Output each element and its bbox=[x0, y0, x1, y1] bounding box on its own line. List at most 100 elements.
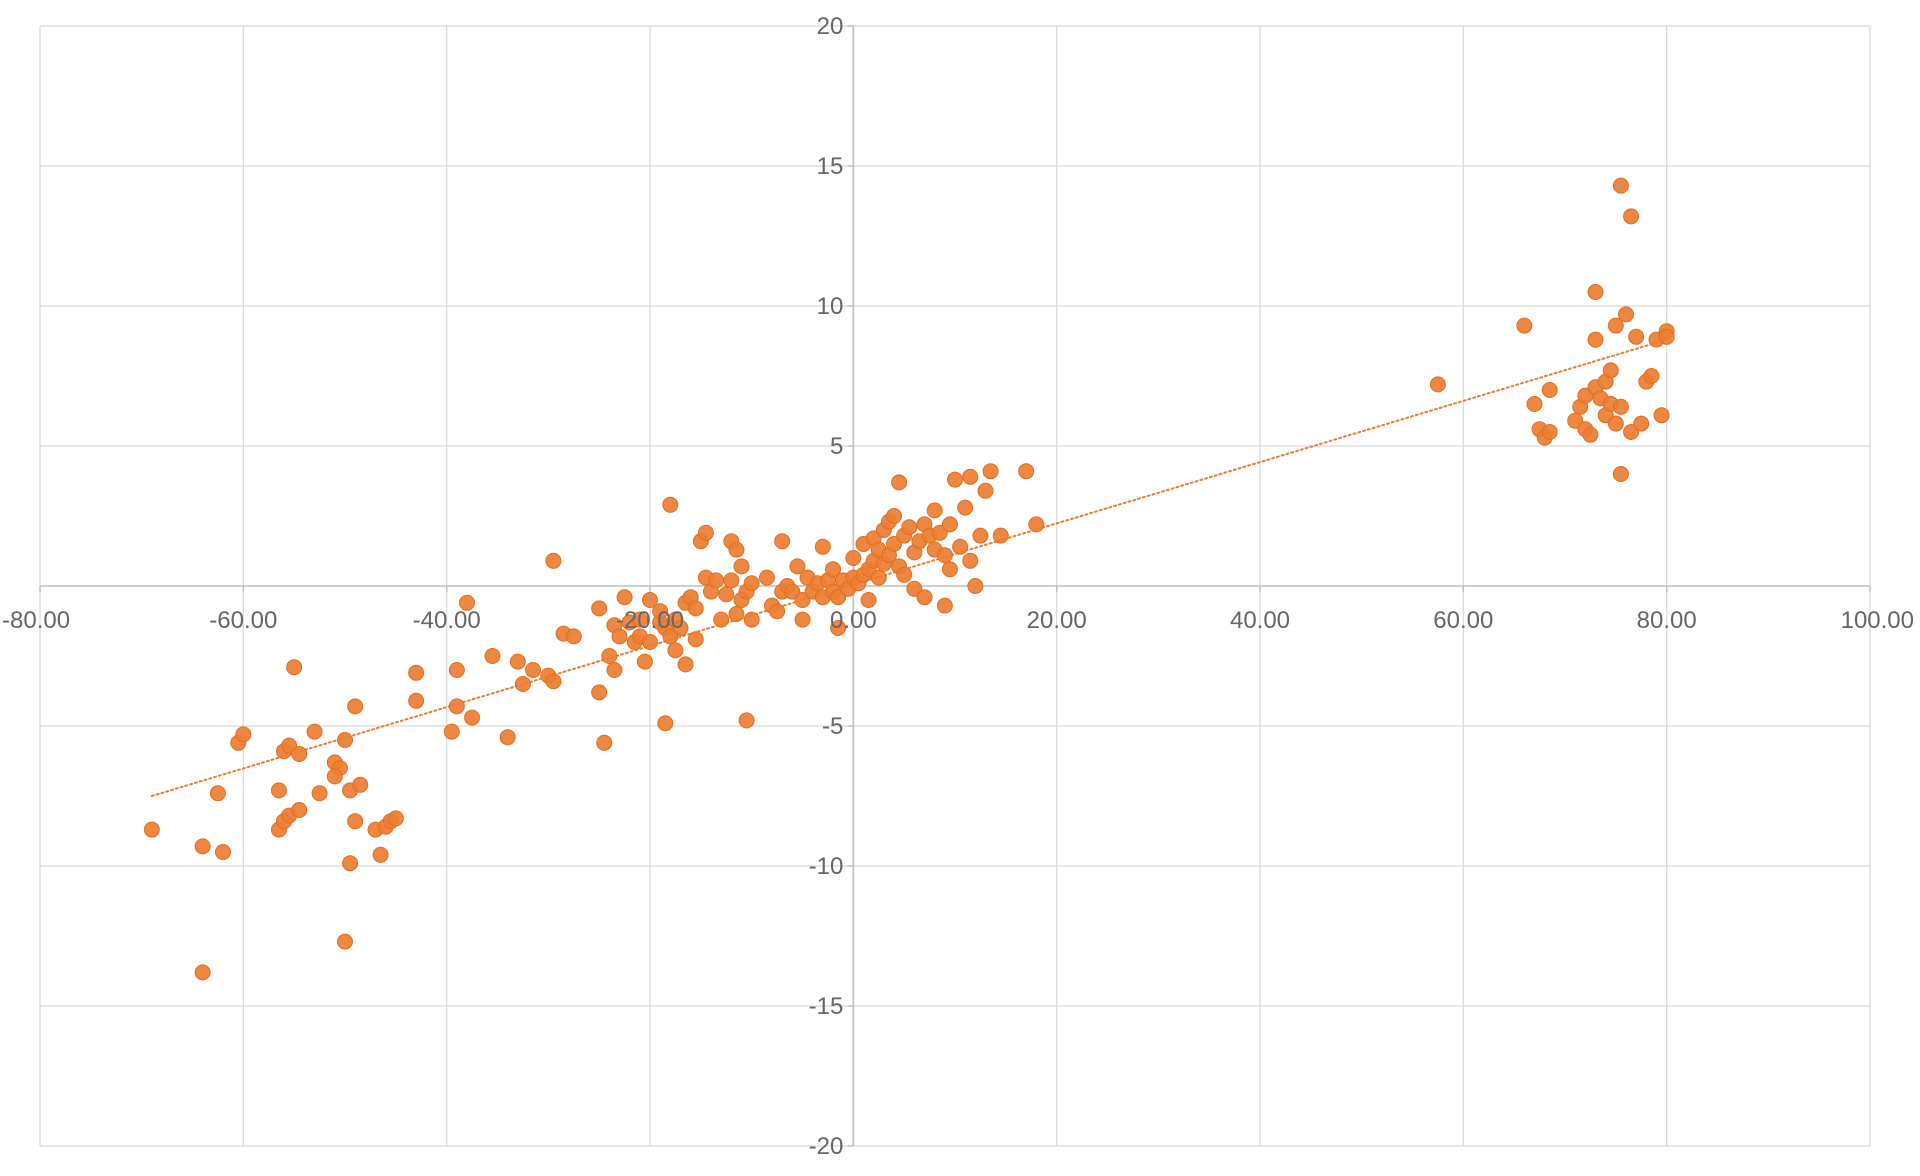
data-point bbox=[982, 463, 999, 480]
data-point bbox=[306, 723, 323, 740]
data-point bbox=[1541, 424, 1558, 440]
data-point bbox=[372, 846, 389, 863]
data-point bbox=[601, 648, 618, 664]
data-point bbox=[1612, 398, 1629, 415]
data-point bbox=[814, 538, 831, 555]
data-point bbox=[758, 569, 775, 586]
data-point bbox=[464, 709, 481, 726]
data-point bbox=[636, 653, 653, 670]
data-point bbox=[1633, 415, 1650, 432]
data-point bbox=[270, 782, 287, 799]
data-point bbox=[687, 631, 704, 648]
y-axis-tick-label: 10 bbox=[817, 293, 844, 320]
data-point bbox=[723, 572, 740, 589]
data-point bbox=[1653, 407, 1670, 424]
data-point bbox=[941, 561, 958, 578]
data-point bbox=[606, 662, 623, 678]
data-point bbox=[896, 566, 913, 583]
data-point bbox=[514, 676, 531, 692]
data-point bbox=[1602, 362, 1619, 379]
data-point bbox=[1526, 396, 1543, 412]
data-point bbox=[1541, 382, 1558, 398]
x-axis-tick-label: 60.00 bbox=[1433, 607, 1493, 634]
x-axis-tick-label: 20.00 bbox=[1027, 607, 1087, 634]
data-point bbox=[743, 575, 760, 592]
data-point bbox=[291, 746, 308, 762]
data-point bbox=[941, 516, 958, 533]
data-point bbox=[194, 964, 211, 981]
data-point bbox=[352, 776, 369, 793]
data-point bbox=[697, 524, 714, 541]
data-point bbox=[408, 664, 425, 681]
linear-trendline bbox=[150, 338, 1668, 797]
data-point bbox=[337, 732, 353, 748]
x-axis-tick-label: 40.00 bbox=[1230, 607, 1290, 634]
data-point bbox=[1582, 426, 1599, 443]
data-point bbox=[1587, 331, 1604, 348]
data-point bbox=[901, 519, 918, 536]
data-point bbox=[713, 611, 730, 628]
data-point bbox=[337, 933, 353, 950]
y-axis-tick-label: 15 bbox=[817, 153, 844, 180]
data-point bbox=[662, 496, 679, 513]
data-point bbox=[311, 785, 328, 802]
data-point bbox=[347, 813, 364, 830]
data-point bbox=[459, 594, 475, 611]
data-point bbox=[967, 578, 984, 594]
data-point bbox=[484, 648, 501, 664]
x-axis-tick-label: 80.00 bbox=[1637, 607, 1697, 634]
data-point bbox=[525, 662, 542, 678]
data-point bbox=[1623, 208, 1640, 225]
x-axis-tick-label: 0.00 bbox=[830, 607, 877, 634]
data-point bbox=[1028, 516, 1045, 533]
data-point bbox=[1618, 306, 1634, 323]
data-point bbox=[672, 620, 689, 636]
data-point bbox=[1612, 466, 1629, 482]
data-point bbox=[545, 673, 562, 690]
gridlines bbox=[39, 25, 1871, 1147]
data-point bbox=[738, 712, 755, 729]
data-point bbox=[286, 659, 303, 676]
data-point bbox=[977, 482, 994, 499]
data-point bbox=[616, 589, 633, 606]
y-axis-tick-label: -10 bbox=[809, 853, 844, 880]
data-point bbox=[845, 550, 862, 566]
data-point bbox=[652, 603, 669, 620]
y-axis-tick-label: 20 bbox=[817, 13, 844, 40]
data-point bbox=[1587, 284, 1604, 300]
data-point bbox=[891, 474, 908, 491]
data-point bbox=[952, 538, 969, 555]
data-point bbox=[1612, 177, 1629, 194]
data-point bbox=[962, 552, 979, 569]
data-point bbox=[870, 569, 887, 586]
y-axis-tick-label: -20 bbox=[809, 1133, 844, 1160]
data-point bbox=[728, 606, 745, 622]
data-point bbox=[794, 611, 811, 628]
data-point bbox=[1516, 317, 1533, 334]
data-point bbox=[611, 628, 628, 645]
data-point bbox=[830, 620, 847, 636]
y-axis-tick-label: 5 bbox=[830, 433, 843, 460]
data-point bbox=[733, 558, 750, 575]
data-point bbox=[235, 726, 252, 743]
data-point bbox=[825, 561, 841, 578]
data-point bbox=[718, 586, 735, 603]
x-axis-tick-label: 100.00 bbox=[1841, 607, 1914, 634]
data-point bbox=[342, 855, 359, 872]
data-point bbox=[936, 547, 953, 564]
data-point bbox=[708, 572, 725, 589]
data-point bbox=[667, 642, 684, 659]
data-point bbox=[631, 611, 648, 628]
data-point bbox=[1607, 317, 1624, 334]
data-points bbox=[143, 177, 1675, 981]
data-point bbox=[448, 698, 465, 715]
data-point bbox=[347, 698, 364, 715]
x-axis-tick-label: -20.00 bbox=[616, 607, 684, 634]
data-point bbox=[1018, 463, 1035, 480]
data-point bbox=[743, 611, 760, 628]
data-point bbox=[687, 600, 704, 617]
data-point bbox=[443, 723, 460, 740]
data-point bbox=[591, 684, 608, 701]
data-point bbox=[1607, 415, 1624, 432]
data-point bbox=[545, 552, 562, 569]
